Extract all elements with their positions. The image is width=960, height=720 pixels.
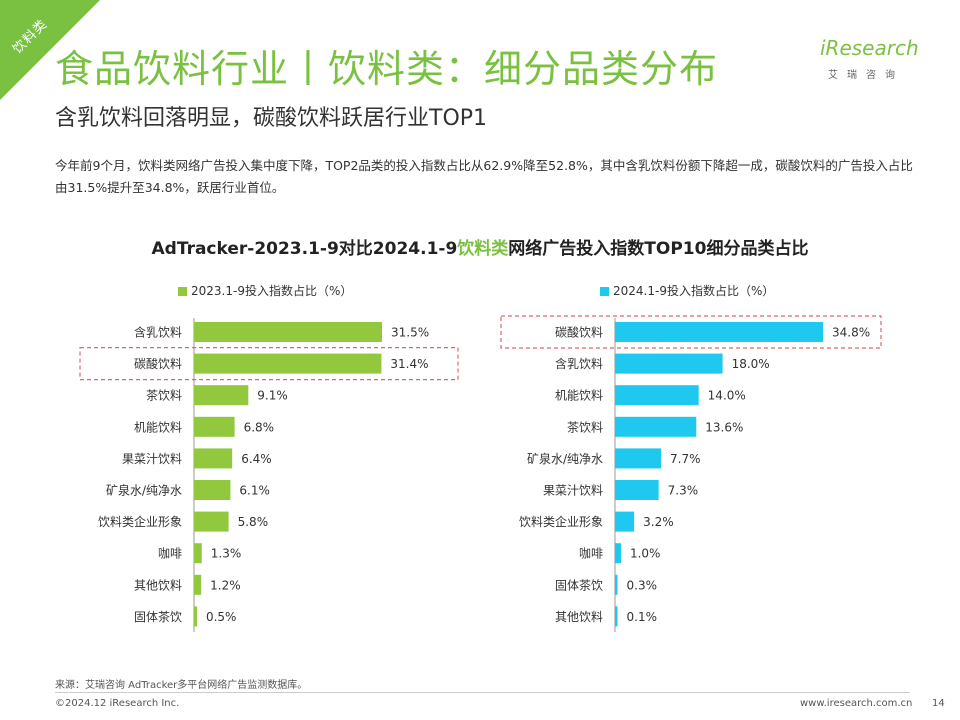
highlight-box-1 — [500, 315, 882, 349]
chart-title-before: AdTracker-2023.1-9对比2024.1-9 — [151, 239, 458, 259]
corner-ribbon — [0, 0, 100, 100]
value-label-0-9: 0.5% — [206, 610, 237, 624]
category-label-0-5: 矿泉水/纯净水 — [106, 484, 182, 498]
highlight-box-0 — [79, 346, 459, 381]
value-label-1-4: 7.7% — [670, 452, 701, 466]
legend-label-1: 2024.1-9投入指数占比（%） — [613, 283, 774, 298]
value-label-1-3: 13.6% — [705, 420, 743, 434]
category-label-1-4: 矿泉水/纯净水 — [527, 452, 603, 466]
logo-cn-text: 艾瑞咨询 — [828, 70, 904, 81]
value-label-0-5: 6.1% — [239, 484, 270, 498]
bar-0-4 — [194, 448, 233, 469]
legend-swatch-0 — [178, 287, 187, 296]
category-label-0-8: 其他饮料 — [134, 578, 182, 592]
value-label-0-7: 1.3% — [211, 547, 242, 561]
value-label-0-6: 5.8% — [238, 515, 269, 529]
value-label-1-1: 18.0% — [732, 357, 770, 371]
category-label-1-1: 含乳饮料 — [555, 356, 603, 371]
bar-0-1 — [194, 353, 382, 374]
bar-1-4 — [615, 448, 662, 469]
bar-0-7 — [194, 543, 202, 564]
bar-1-5 — [615, 480, 659, 500]
value-label-1-8: 0.3% — [627, 578, 658, 592]
bar-0-8 — [194, 574, 202, 595]
value-label-0-4: 6.4% — [241, 452, 272, 466]
category-label-1-2: 机能饮料 — [555, 389, 603, 403]
website: www.iresearch.com.cn — [800, 698, 913, 709]
value-label-0-8: 1.2% — [210, 578, 241, 592]
category-label-0-7: 咖啡 — [158, 546, 182, 561]
bar-0-5 — [194, 480, 231, 500]
chart-title-highlight: 饮料类 — [457, 239, 509, 259]
logo-wordmark: iResearch — [820, 36, 919, 60]
bar-1-9 — [615, 606, 618, 627]
category-label-0-9: 固体茶饮 — [134, 609, 182, 624]
value-label-1-2: 14.0% — [708, 389, 746, 403]
value-label-0-1: 31.4% — [390, 357, 428, 371]
category-label-1-5: 果菜汁饮料 — [543, 484, 603, 498]
bar-0-3 — [194, 416, 235, 437]
chart-title: AdTracker-2023.1-9对比2024.1-9饮料类网络广告投入指数T… — [0, 234, 960, 259]
value-label-1-0: 34.8% — [832, 326, 870, 340]
value-label-1-9: 0.1% — [627, 610, 658, 624]
page-title: 食品饮料行业丨饮料类：细分品类分布 — [55, 47, 719, 91]
bar-1-8 — [615, 574, 618, 595]
category-label-1-9: 其他饮料 — [555, 610, 603, 624]
bar-1-6 — [615, 511, 635, 532]
category-label-1-8: 固体茶饮 — [555, 577, 603, 592]
value-label-0-3: 6.8% — [244, 420, 274, 434]
bar-charts: 2023.1-9投入指数占比（%） 含乳饮料 31.5% 碳酸饮料 31.4% 茶饮料 9.… — [79, 283, 882, 632]
category-label-1-3: 茶饮料 — [567, 419, 603, 434]
bar-1-1 — [615, 353, 723, 374]
bar-1-2 — [615, 385, 699, 406]
category-label-1-7: 咖啡 — [579, 546, 603, 561]
value-label-1-5: 7.3% — [668, 484, 699, 498]
value-label-1-6: 3.2% — [643, 515, 674, 529]
bar-0-9 — [194, 606, 197, 627]
copyright: ©2024.12 iResearch Inc. — [55, 698, 180, 709]
value-label-0-0: 31.5% — [391, 326, 429, 340]
category-label-0-6: 饮料类企业形象 — [98, 514, 182, 529]
footer-divider — [55, 692, 910, 693]
value-label-0-2: 9.1% — [257, 389, 288, 403]
bar-0-2 — [194, 385, 249, 406]
bar-1-0 — [615, 322, 823, 342]
bar-1-7 — [615, 543, 621, 564]
legend-label-0: 2023.1-9投入指数占比（%） — [191, 283, 352, 298]
category-label-1-0: 碳酸饮料 — [555, 325, 603, 340]
category-label-1-6: 饮料类企业形象 — [519, 514, 603, 529]
source-note: 来源：艾瑞咨询 AdTracker多平台网络广告监测数据库。 — [55, 680, 308, 691]
page-subtitle: 含乳饮料回落明显，碳酸饮料跃居行业TOP1 — [55, 106, 488, 131]
bar-1-3 — [615, 416, 697, 437]
bar-0-6 — [194, 511, 229, 532]
summary-paragraph: 今年前9个月，饮料类网络广告投入集中度下降，TOP2品类的投入指数占比从62.9… — [55, 158, 913, 195]
value-label-1-7: 1.0% — [630, 547, 661, 561]
category-label-0-2: 茶饮料 — [146, 388, 182, 403]
category-label-0-4: 果菜汁饮料 — [122, 452, 182, 466]
category-label-0-3: 机能饮料 — [134, 420, 182, 434]
category-label-0-1: 碳酸饮料 — [134, 356, 182, 371]
bar-0-0 — [194, 322, 382, 342]
category-label-0-0: 含乳饮料 — [134, 325, 182, 340]
page-number: 14 — [932, 698, 945, 709]
iresearch-logo: iResearch 艾瑞咨询 — [820, 36, 940, 86]
legend-swatch-1 — [600, 287, 609, 296]
chart-title-after: 网络广告投入指数TOP10细分品类占比 — [508, 239, 809, 259]
